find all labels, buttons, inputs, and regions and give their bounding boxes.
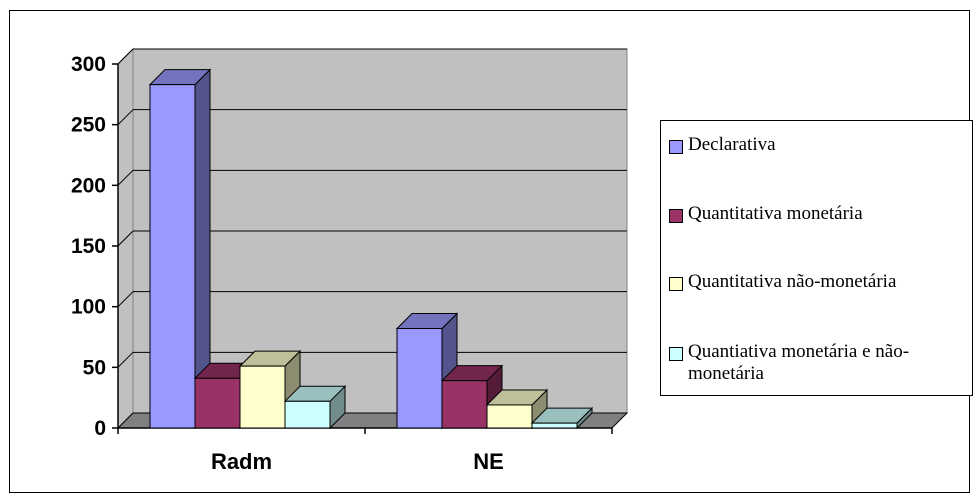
- y-tick-label: 100: [71, 296, 106, 319]
- gridline-diagonal: [117, 169, 134, 186]
- bar: [149, 84, 196, 429]
- y-tick-label: 200: [71, 174, 106, 197]
- bar: [284, 400, 331, 429]
- legend-label: Quantiativa monetária e não-monetária: [688, 341, 910, 384]
- y-tick-label: 0: [94, 417, 106, 440]
- legend-swatch: [669, 277, 683, 291]
- bar: [441, 380, 488, 429]
- legend-label: Quantitativa não-monetária: [688, 271, 897, 292]
- gridline-diagonal: [117, 351, 134, 368]
- bar: [486, 404, 533, 429]
- gridline-diagonal: [117, 291, 134, 308]
- x-category-label: NE: [473, 449, 504, 474]
- legend-label: Declarativa: [688, 134, 776, 155]
- y-tick-label: 250: [71, 114, 106, 137]
- y-tick-label: 150: [71, 235, 106, 258]
- legend-swatch: [669, 140, 683, 154]
- chart-legend: Declarativa Quantitativa monetária Quant…: [660, 120, 973, 396]
- bar: [531, 422, 578, 429]
- gridline-diagonal: [117, 48, 134, 65]
- legend-swatch: [669, 347, 683, 361]
- bar: [194, 377, 241, 429]
- y-tick-label: 300: [71, 53, 106, 76]
- legend-swatch: [669, 209, 683, 223]
- y-tick-label: 50: [83, 356, 106, 379]
- bar: [396, 328, 443, 429]
- legend-item-quantitativa-nao-monetaria: Quantitativa não-monetária: [669, 271, 968, 293]
- gridline-diagonal: [117, 109, 134, 126]
- legend-item-declarativa: Declarativa: [669, 134, 968, 156]
- legend-label: Quantitativa monetária: [688, 203, 863, 224]
- gridline-diagonal: [117, 230, 134, 247]
- legend-item-quantitativa-monetaria: Quantitativa monetária: [669, 203, 968, 225]
- x-category-label: Radm: [211, 449, 272, 474]
- legend-item-quantiativa-monetaria-e-nao-monetaria: Quantiativa monetária e não-monetária: [669, 341, 968, 385]
- bar: [239, 365, 286, 429]
